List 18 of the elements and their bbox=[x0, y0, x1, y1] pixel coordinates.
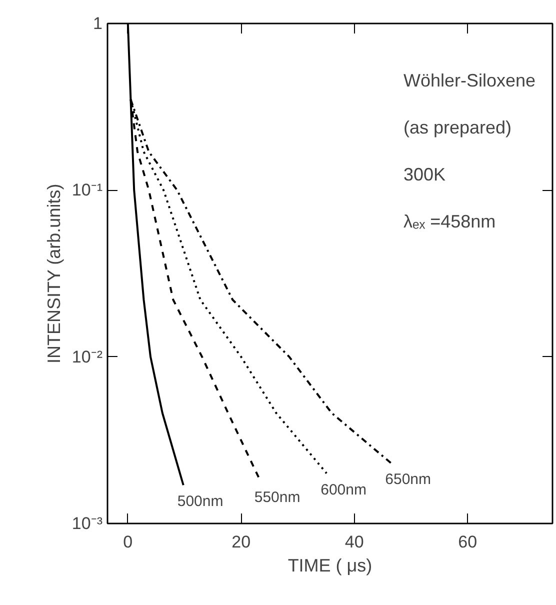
series-label: 500nm bbox=[177, 493, 224, 510]
x-tick-label: 0 bbox=[123, 532, 133, 552]
series-label: 600nm bbox=[320, 481, 366, 498]
x-tick-label: 40 bbox=[344, 532, 364, 552]
annotation: λₑₓ =458nm bbox=[404, 212, 496, 232]
y-tick-label: 1 bbox=[93, 14, 103, 33]
y-tick-label: 10⁻¹ bbox=[72, 180, 103, 200]
x-tick-label: 20 bbox=[232, 532, 251, 552]
series-label: 550nm bbox=[254, 488, 300, 506]
y-axis-title: INTENSITY (arb.units) bbox=[44, 184, 64, 364]
annotation: Wöhler-Siloxene bbox=[404, 70, 536, 90]
y-tick-label: 10⁻² bbox=[72, 347, 103, 366]
y-tick-label: 10⁻³ bbox=[72, 514, 103, 533]
annotation: 300K bbox=[404, 164, 446, 184]
x-tick-label: 60 bbox=[458, 532, 478, 552]
series-label: 650nm bbox=[385, 471, 432, 488]
annotation: (as prepared) bbox=[404, 118, 512, 138]
x-axis-title: TIME ( μs) bbox=[288, 556, 372, 576]
